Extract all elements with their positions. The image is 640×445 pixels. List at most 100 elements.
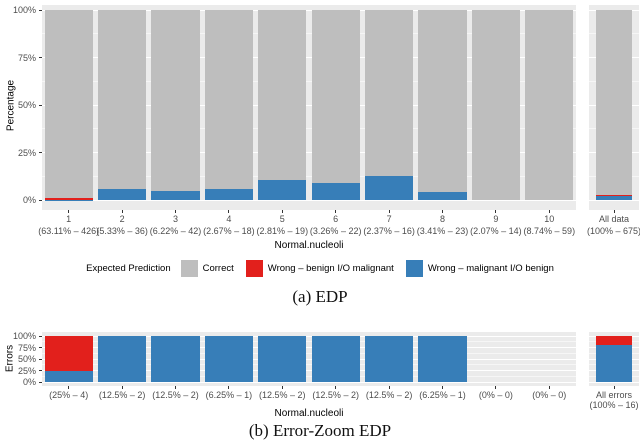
bar-all <box>596 10 632 200</box>
gridline-major <box>42 152 576 153</box>
x-tick-mark <box>388 386 390 389</box>
gridline-major <box>42 358 576 360</box>
x-tick-sublabel: (12.5% – 2) <box>312 390 359 400</box>
y-tick-mark <box>38 358 42 360</box>
x-tick-mark <box>388 210 390 213</box>
bar-segment-wrong-benign-io-malignant <box>44 336 93 371</box>
x-tick-sublabel: (6.25% – 1) <box>205 390 253 400</box>
bar-category-1 <box>44 10 93 200</box>
x-tick-mark <box>442 386 443 389</box>
x-tick-sublabel: (8.74% – 59) <box>523 225 576 236</box>
x-tick-label: 6 <box>333 214 339 224</box>
legend-item: Wrong – benign I/O malignant <box>245 260 394 277</box>
bar-category-5 <box>258 10 307 200</box>
x-tick-mark <box>175 210 176 213</box>
x-tick-sublabel: (3.26% – 22) <box>309 225 362 236</box>
y-tick-label: 100% <box>12 331 36 341</box>
x-tick-mark <box>281 386 283 389</box>
x-tick-label: All data <box>598 214 630 224</box>
legend-label: Correct <box>202 263 234 274</box>
gridline-major <box>42 104 576 106</box>
y-tick-label: 0% <box>22 195 36 205</box>
gridline-major <box>589 381 639 383</box>
x-tick-sublabel: (2.37% – 16) <box>363 225 415 236</box>
y-tick-mark <box>38 199 42 201</box>
bar-segment-correct <box>44 10 93 199</box>
y-tick-mark <box>38 335 42 337</box>
bar-category-6 <box>311 10 360 200</box>
x-tick-sublabel: (2.07% – 14) <box>470 225 522 236</box>
y-tick-mark <box>38 347 42 348</box>
legend-items: Correct Wrong – benign I/O malignant Wrong… <box>180 260 554 277</box>
bar-segment-correct <box>258 10 307 180</box>
x-tick-mark <box>548 210 550 213</box>
y-tick-label: 0% <box>22 377 36 387</box>
gridline-minor <box>42 33 576 35</box>
x-tick-sublabel: (2.67% – 18) <box>203 225 255 236</box>
y-tick-mark <box>38 104 42 106</box>
caption-b: (b) Error-Zoom EDP <box>248 421 392 440</box>
bar-category-8 <box>418 10 467 200</box>
bar-all <box>596 336 632 382</box>
gridline-minor <box>42 80 576 82</box>
bar-category-1 <box>44 336 93 382</box>
x-tick-sublabel: (5.33% – 36) <box>96 225 148 236</box>
x-tick-mark <box>442 210 443 213</box>
bar-category-9 <box>471 10 520 200</box>
bar-segment-wrong-malignant-io-benign <box>596 196 632 200</box>
x-tick-label: 9 <box>493 214 499 224</box>
bar-segment-wrong-malignant-io-benign <box>151 336 200 382</box>
y-tick-label: 50% <box>17 100 36 110</box>
gridline-minor <box>42 128 576 130</box>
bar-segment-wrong-malignant-io-benign <box>311 182 360 200</box>
bar-category-2 <box>98 336 147 382</box>
x-tick-mark <box>495 386 497 389</box>
x-tick-sublabel: (6.22% – 42) <box>149 225 202 236</box>
bar-segment-wrong-malignant-io-benign <box>151 190 200 200</box>
x-tick-label: 4 <box>226 214 232 224</box>
x-tick-sublabel: (0% – 0) <box>478 390 513 400</box>
x-tick-mark <box>175 386 176 389</box>
x-tick-label: 3 <box>172 214 179 224</box>
bar-segment-wrong-malignant-io-benign <box>98 189 147 200</box>
x-tick-sublabel: (12.5% – 2) <box>259 390 306 400</box>
bar-category-7 <box>365 10 414 200</box>
gridline-minor <box>42 375 576 377</box>
legend: Expected Prediction Correct Wrong – benig… <box>0 260 640 277</box>
gridline-minor <box>42 175 576 177</box>
bar-segment-wrong-malignant-io-benign <box>365 336 414 382</box>
bar-segment-wrong-malignant-io-benign <box>365 176 414 200</box>
y-tick-label: 25% <box>17 365 36 376</box>
legend-swatch-wrong_blue <box>405 260 423 277</box>
bar-segment-correct <box>98 10 147 190</box>
gridline-major <box>42 335 576 337</box>
x-tick-label: 10 <box>544 214 555 224</box>
gridline-minor <box>42 352 576 354</box>
legend-label: Wrong – benign I/O malignant <box>267 263 394 274</box>
x-tick-sublabel: (2.81% – 19) <box>256 225 309 236</box>
plot-panel-errorzoom-allerrors <box>589 332 639 386</box>
x-tick-mark <box>68 210 70 213</box>
x-tick-mark <box>121 386 123 389</box>
bar-segment-wrong-benign-io-malignant <box>596 195 632 197</box>
legend-swatch-correct <box>180 260 198 277</box>
bar-segment-wrong-malignant-io-benign <box>418 336 467 382</box>
x-tick-sublabel: (6.25% – 1) <box>419 390 466 400</box>
x-tick-sublabel: (12.5% – 2) <box>98 390 146 400</box>
bar-segment-correct <box>418 10 467 192</box>
bar-segment-wrong-malignant-io-benign <box>418 191 467 200</box>
legend-item: Correct <box>180 260 234 277</box>
bar-segment-wrong-malignant-io-benign <box>596 344 632 382</box>
bar-category-7 <box>365 336 414 382</box>
plot-panel-edp-alldata <box>589 5 639 210</box>
gridline-major <box>42 199 576 201</box>
x-tick-mark <box>495 210 497 213</box>
bar-segment-wrong-malignant-io-benign <box>204 336 253 382</box>
gridline-minor <box>42 364 576 366</box>
x-tick-label: 2 <box>119 214 125 224</box>
y-tick-label: 50% <box>17 354 36 364</box>
bar-segment-wrong-benign-io-malignant <box>44 198 93 200</box>
x-tick-sublabel: (100% – 675) <box>586 225 640 236</box>
bar-segment-correct <box>471 10 520 200</box>
x-tick-label: 7 <box>386 214 392 224</box>
